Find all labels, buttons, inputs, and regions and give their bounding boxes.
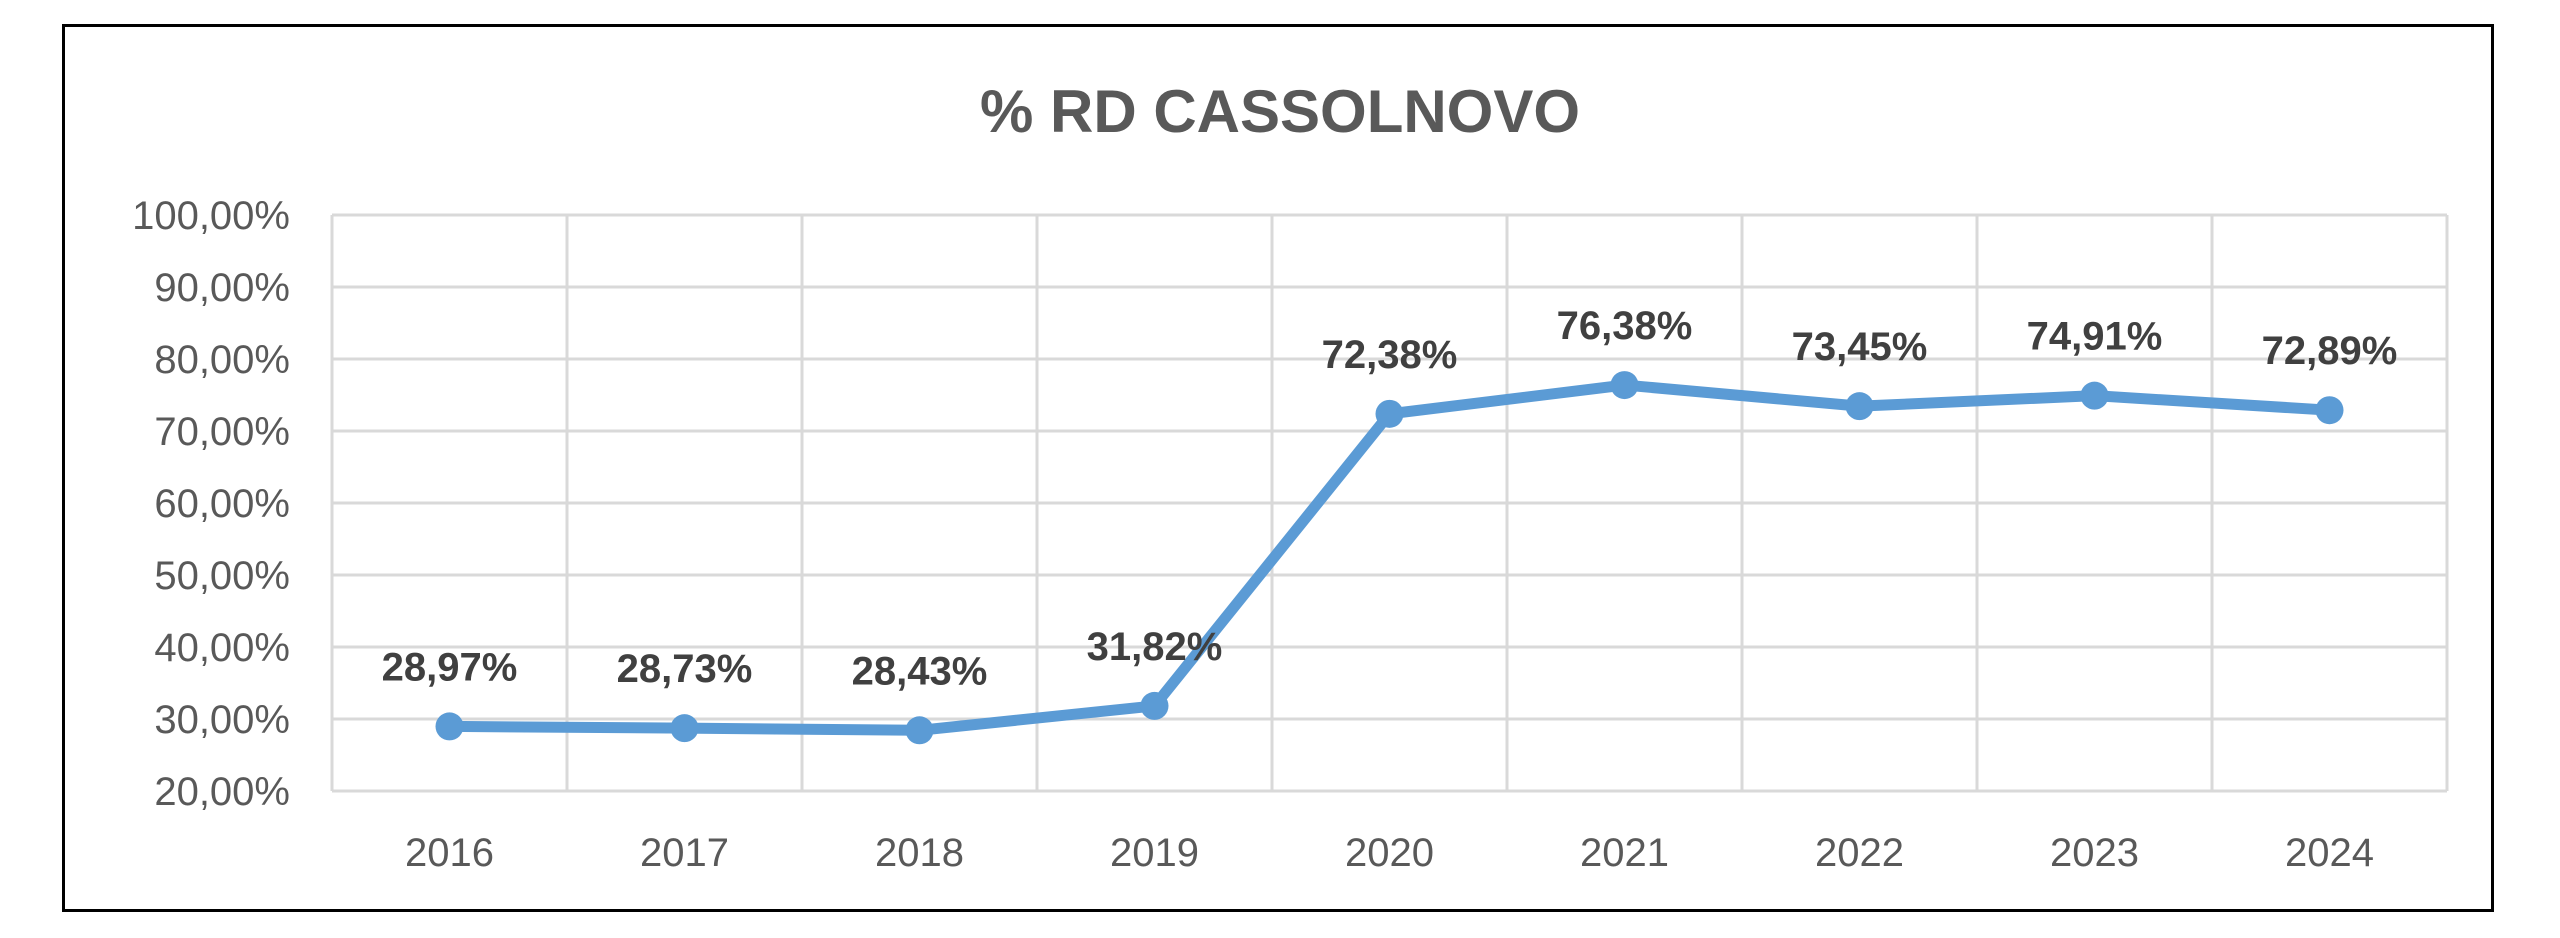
x-tick-label: 2023 (2050, 831, 2139, 875)
data-label: 72,89% (2262, 329, 2398, 373)
y-tick-label: 30,00% (154, 698, 290, 742)
data-point (1845, 392, 1874, 421)
x-axis: 2016 2017 2018 2019 2020 2021 2022 2023 2024 (405, 831, 2374, 875)
data-label: 28,73% (617, 647, 753, 691)
y-tick-label: 90,00% (154, 266, 290, 310)
y-tick-label: 60,00% (154, 482, 290, 526)
data-point (1610, 371, 1639, 400)
data-point (2080, 381, 2109, 410)
x-tick-label: 2020 (1345, 831, 1434, 875)
data-label: 28,43% (852, 649, 988, 693)
data-label: 73,45% (1792, 325, 1928, 369)
chart-frame (62, 24, 2494, 912)
grid-layer (330, 213, 2449, 793)
y-tick-label: 80,00% (154, 338, 290, 382)
y-tick-label: 20,00% (154, 770, 290, 814)
x-tick-label: 2018 (875, 831, 964, 875)
y-axis: 20,00% 30,00% 40,00% 50,00% 60,00% 70,00% 80,0… (132, 194, 290, 814)
x-tick-label: 2017 (640, 831, 729, 875)
x-tick-label: 2021 (1580, 831, 1669, 875)
x-tick-label: 2022 (1815, 831, 1904, 875)
data-label: 28,97% (382, 645, 518, 689)
data-point (1140, 691, 1169, 720)
data-point (2315, 396, 2344, 425)
chart-title: % RD CASSOLNOVO (980, 78, 1580, 145)
data-label: 31,82% (1087, 625, 1223, 669)
x-tick-label: 2016 (405, 831, 494, 875)
data-point (905, 716, 934, 745)
data-label: 76,38% (1557, 304, 1693, 348)
data-label: 74,91% (2027, 315, 2163, 359)
data-label: 72,38% (1322, 333, 1458, 377)
x-tick-label: 2019 (1110, 831, 1199, 875)
data-point (435, 712, 464, 741)
y-tick-label: 40,00% (154, 626, 290, 670)
x-tick-label: 2024 (2285, 831, 2374, 875)
data-point (1375, 399, 1404, 428)
series-layer (435, 371, 2344, 745)
data-labels: 28,97% 28,73% 28,43% 31,82% 72,38% 76,38% 73,4… (382, 304, 2398, 693)
data-point (670, 714, 699, 743)
y-tick-label: 70,00% (154, 410, 290, 454)
y-tick-label: 50,00% (154, 554, 290, 598)
y-tick-label: 100,00% (132, 194, 290, 238)
